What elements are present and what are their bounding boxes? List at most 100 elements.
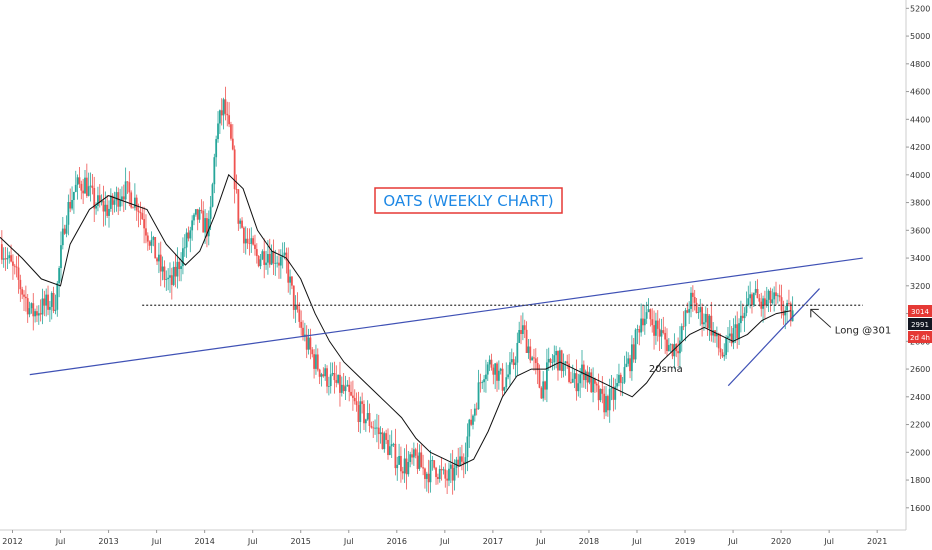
candle-up	[734, 324, 737, 329]
candle-down	[231, 138, 234, 150]
candle-up	[703, 322, 705, 325]
candle-up	[577, 383, 580, 392]
candle-down	[91, 185, 94, 189]
candle-up	[215, 139, 218, 158]
candle-down	[255, 249, 258, 257]
x-tick-label: 2018	[579, 537, 599, 546]
candle-up	[324, 368, 327, 377]
candle-down	[145, 228, 147, 236]
y-tick-label: 2400	[910, 393, 930, 402]
candle-down	[85, 177, 88, 196]
candle-up	[87, 186, 90, 196]
candle-up	[169, 275, 171, 278]
candle-down	[19, 279, 22, 290]
candle-up	[699, 307, 702, 313]
candle-up	[625, 363, 628, 368]
candle-up	[765, 299, 768, 306]
candle-up	[545, 362, 548, 390]
candle-down	[540, 387, 543, 399]
x-tick-label: Jul	[727, 537, 738, 546]
x-tick-label: 2016	[387, 537, 407, 546]
candle-down	[653, 325, 655, 336]
candle-up	[207, 218, 210, 237]
candle-up	[265, 262, 267, 265]
candle-down	[126, 181, 129, 183]
candle-down	[139, 212, 142, 214]
candle-down	[666, 339, 668, 352]
candle-up	[739, 315, 742, 324]
candle-up	[743, 312, 746, 319]
candle-down	[758, 298, 761, 302]
y-tick-label: 4800	[910, 60, 930, 69]
candle-down	[719, 348, 722, 353]
y-tick-label: 5200	[910, 4, 930, 13]
candle-down	[475, 408, 478, 410]
candle-up	[259, 259, 262, 267]
candle-up	[509, 362, 511, 375]
candle-up	[182, 248, 184, 267]
candle-down	[246, 238, 249, 244]
candle-up	[791, 310, 794, 322]
candle-up	[669, 344, 672, 346]
candle-up	[732, 328, 735, 344]
candle-down	[414, 449, 417, 456]
candle-down	[230, 124, 232, 139]
candle-up	[754, 288, 757, 293]
candle-down	[594, 378, 596, 384]
candle-up	[542, 381, 545, 399]
candle-up	[294, 304, 297, 310]
candle-down	[427, 473, 430, 483]
x-tick-label: 2019	[675, 537, 695, 546]
candle-down	[736, 324, 739, 339]
y-tick-label: 3600	[910, 226, 930, 235]
candle-down	[492, 367, 495, 375]
candle-up	[2, 258, 5, 260]
candle-down	[575, 373, 578, 392]
candle-down	[651, 319, 654, 326]
candle-up	[315, 354, 317, 369]
y-tick-label: 1600	[910, 504, 930, 513]
y-tick-label: 1800	[910, 476, 930, 485]
candle-up	[725, 338, 728, 355]
trendlines	[29, 257, 863, 387]
candle-up	[392, 443, 395, 445]
candle-down	[15, 266, 18, 268]
sma-annotation: 20sma	[649, 364, 683, 375]
candle-down	[309, 337, 312, 350]
candle-down	[693, 296, 696, 303]
candle-up	[464, 457, 467, 464]
candle-down	[560, 350, 563, 372]
candle-down	[612, 388, 615, 400]
annotations: 20sma Long @301	[649, 308, 891, 375]
candle-down	[146, 235, 149, 242]
candle-up	[250, 238, 253, 244]
candle-up	[579, 374, 582, 384]
candle-up	[527, 346, 530, 353]
candle-down	[154, 237, 157, 259]
candle-down	[24, 296, 27, 299]
candle-up	[279, 256, 282, 266]
candle-up	[573, 373, 576, 379]
candle-up	[217, 123, 219, 140]
candle-down	[536, 363, 539, 371]
candle-down	[268, 254, 271, 265]
candle-up	[6, 258, 9, 260]
x-tick-label: 2012	[2, 537, 22, 546]
chart-title-box	[374, 187, 563, 214]
candle-down	[677, 351, 679, 354]
y-tick-label: 3200	[910, 282, 930, 291]
candle-down	[525, 329, 528, 353]
candle-up	[56, 283, 59, 310]
candle-up	[621, 382, 624, 384]
candle-up	[222, 99, 225, 116]
candle-down	[305, 334, 308, 350]
candle-up	[521, 325, 524, 335]
candle-down	[717, 333, 720, 349]
candle-up	[50, 292, 53, 307]
price-badges: 3014 2991 2d 4h	[908, 305, 932, 343]
candle-up	[488, 359, 491, 365]
candle-down	[200, 209, 203, 211]
candle-up	[189, 230, 192, 239]
x-tick-label: 2020	[771, 537, 791, 546]
